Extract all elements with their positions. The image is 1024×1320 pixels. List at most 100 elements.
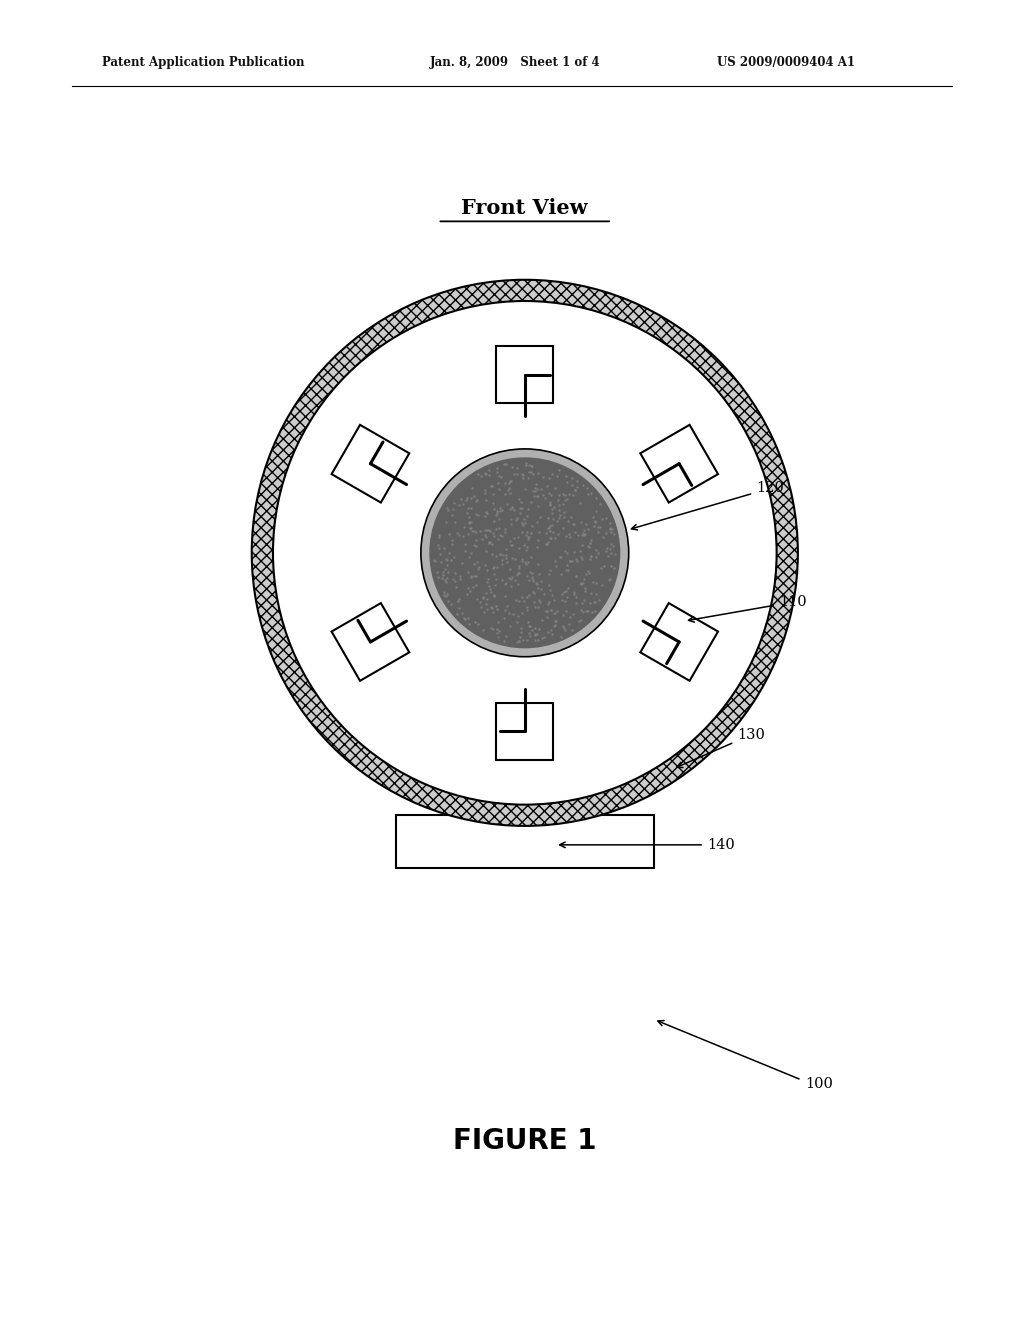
Point xyxy=(462,517,478,539)
Point xyxy=(513,548,529,569)
Point xyxy=(602,543,618,564)
Point xyxy=(568,470,585,491)
Point xyxy=(499,552,515,573)
Point xyxy=(439,554,456,576)
Point xyxy=(434,568,451,589)
Point xyxy=(493,466,509,487)
Point xyxy=(525,570,542,591)
Point xyxy=(575,523,592,544)
Point xyxy=(438,568,455,589)
Point xyxy=(539,601,555,622)
Point xyxy=(555,615,571,636)
Point xyxy=(530,619,547,640)
Point xyxy=(518,521,535,543)
Point xyxy=(464,478,480,499)
Point xyxy=(593,557,609,578)
Point xyxy=(540,622,556,643)
Point xyxy=(502,499,518,520)
Point xyxy=(497,586,513,607)
Point xyxy=(596,556,612,577)
Point xyxy=(509,611,525,632)
Point xyxy=(431,537,447,558)
Point xyxy=(513,618,529,639)
Point xyxy=(481,519,498,540)
Point xyxy=(497,473,513,494)
Point xyxy=(506,500,522,521)
Point xyxy=(545,508,561,529)
Point xyxy=(519,506,536,527)
Point xyxy=(602,521,618,543)
Point xyxy=(487,504,504,525)
Point xyxy=(572,512,589,533)
Point xyxy=(445,546,462,568)
Point xyxy=(606,524,623,545)
Point xyxy=(543,599,559,620)
Point xyxy=(575,569,592,590)
Point xyxy=(527,618,544,639)
Point xyxy=(435,581,452,602)
Point xyxy=(475,619,492,640)
Point xyxy=(429,566,445,587)
Point xyxy=(557,540,573,561)
Point xyxy=(494,525,510,546)
Point xyxy=(498,548,514,569)
Point xyxy=(459,488,475,510)
Point xyxy=(498,453,514,474)
Point xyxy=(583,483,599,504)
Point xyxy=(503,569,519,590)
Point xyxy=(600,545,616,566)
Point xyxy=(559,543,575,564)
Point xyxy=(499,595,515,616)
Point xyxy=(553,627,569,648)
Point xyxy=(598,523,614,544)
Point xyxy=(467,566,483,587)
Point xyxy=(446,511,463,532)
Point xyxy=(483,598,500,619)
Point xyxy=(547,478,563,499)
Point xyxy=(526,478,543,499)
Point xyxy=(447,577,464,598)
Polygon shape xyxy=(332,603,410,681)
Point xyxy=(587,511,603,532)
Point xyxy=(452,495,468,516)
Point xyxy=(514,521,530,543)
Point xyxy=(543,527,559,548)
Point xyxy=(446,570,463,591)
Point xyxy=(580,519,596,540)
Point xyxy=(539,606,555,627)
Point xyxy=(490,517,507,539)
Point xyxy=(538,487,554,508)
Point xyxy=(463,517,479,539)
Point xyxy=(549,511,565,532)
Point xyxy=(502,615,518,636)
Point xyxy=(546,615,562,636)
Point xyxy=(529,553,546,574)
Point xyxy=(550,490,566,511)
Point xyxy=(531,506,548,527)
Point xyxy=(567,565,584,586)
Point xyxy=(518,536,535,557)
Point xyxy=(523,619,540,640)
Point xyxy=(449,603,465,624)
Point xyxy=(588,540,604,561)
Point xyxy=(553,546,569,568)
Point xyxy=(503,576,519,597)
Point xyxy=(579,513,595,535)
Point xyxy=(507,548,523,569)
Point xyxy=(429,561,445,582)
Point xyxy=(452,568,468,589)
Point xyxy=(497,517,513,539)
Point xyxy=(501,478,517,499)
Point xyxy=(565,513,582,535)
Point xyxy=(546,589,562,610)
Point xyxy=(569,477,586,498)
Point xyxy=(504,566,520,587)
Point xyxy=(476,463,493,484)
Point xyxy=(477,524,494,545)
Point xyxy=(568,550,585,572)
Point xyxy=(466,520,482,541)
Point xyxy=(557,490,573,511)
Point xyxy=(475,586,492,607)
Point xyxy=(582,536,598,557)
Point xyxy=(583,545,599,566)
